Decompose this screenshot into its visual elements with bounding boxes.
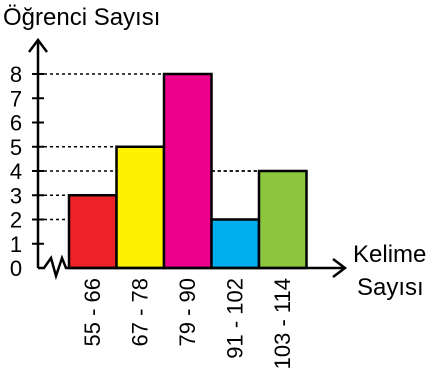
bar-103-114 (257, 169, 308, 270)
x-axis-title-line1: Kelime (353, 241, 426, 268)
x-category-labels: 55 - 66 67 - 78 79 - 90 91 - 102 103 - 114 (80, 278, 295, 369)
y-tick-label-5: 5 (10, 135, 22, 160)
y-tick-label-8: 8 (10, 62, 22, 87)
x-axis-line-with-break (38, 254, 345, 281)
y-tick-label-7: 7 (10, 86, 22, 111)
bars (67, 72, 308, 270)
y-tick-label-2: 2 (10, 208, 22, 233)
y-axis-title: Öğrenci Sayısı (3, 4, 160, 31)
y-tick-label-1: 1 (10, 232, 22, 257)
bar-91-102 (210, 218, 261, 270)
x-axis-title-line2: Sayısı (357, 274, 424, 301)
y-tick-label-6: 6 (10, 111, 22, 136)
x-category-label: 67 - 78 (127, 278, 152, 347)
bar-79-90 (162, 72, 213, 270)
x-category-label: 79 - 90 (175, 278, 200, 347)
x-category-label: 91 - 102 (222, 278, 247, 359)
y-tick-label-0: 0 (10, 256, 22, 281)
bar-67-78 (115, 145, 166, 270)
x-category-label: 103 - 114 (270, 278, 295, 369)
y-tick-label-4: 4 (10, 159, 22, 184)
y-axis-arrow (28, 37, 48, 53)
x-category-label: 55 - 66 (80, 278, 105, 347)
bar-55-66 (67, 194, 118, 270)
axes (28, 37, 348, 281)
x-axis-arrow (332, 258, 348, 278)
y-tick-label-3: 3 (10, 183, 22, 208)
